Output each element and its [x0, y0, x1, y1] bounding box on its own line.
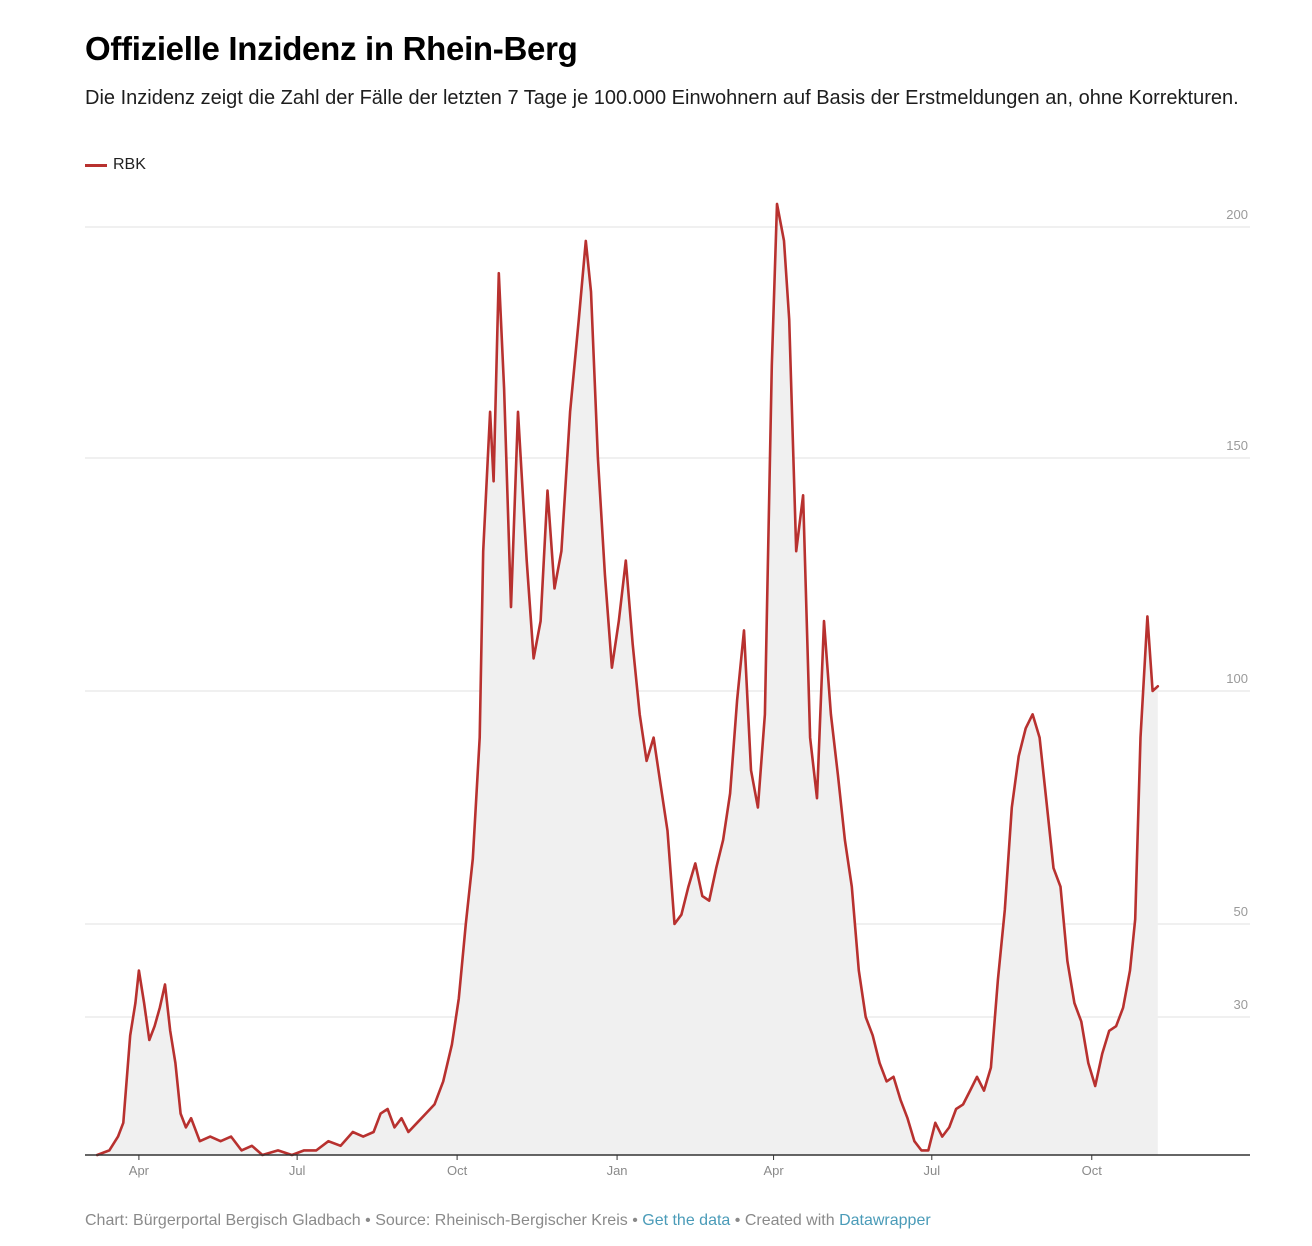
rbk-area — [97, 203, 1158, 1155]
x-tick-label: Jan — [607, 1163, 628, 1178]
get-the-data-link[interactable]: Get the data — [642, 1212, 731, 1229]
footer-source: Source: Rheinisch-Bergischer Kreis — [375, 1212, 628, 1229]
x-tick-label: Jul — [289, 1163, 306, 1178]
footer-separator: • — [360, 1212, 376, 1229]
incidence-chart: 30 50 100 150 200 Apr Jul Oct Jan Apr Jul Oct — [85, 202, 1250, 1178]
x-tick-label: Oct — [1082, 1163, 1103, 1178]
footer-chart-credit: Chart: Bürgerportal Bergisch Gladbach — [85, 1212, 361, 1229]
x-tick-label: Oct — [447, 1163, 468, 1178]
x-tick-label: Apr — [763, 1163, 784, 1178]
chart-footer: Chart: Bürgerportal Bergisch Gladbach • … — [85, 1212, 931, 1230]
chart-title: Offizielle Inzidenz in Rhein-Berg — [85, 30, 578, 67]
series-line — [95, 202, 1160, 1157]
y-tick-label: 100 — [1226, 671, 1248, 686]
x-tick-label: Apr — [129, 1163, 150, 1178]
area-fill — [97, 203, 1158, 1155]
chart-subtitle: Die Inzidenz zeigt die Zahl der Fälle de… — [85, 87, 1239, 109]
x-tick-label: Jul — [923, 1163, 940, 1178]
y-tick-label: 150 — [1226, 438, 1248, 453]
footer-created-with: Created with — [744, 1212, 840, 1229]
datawrapper-link[interactable]: Datawrapper — [839, 1212, 931, 1229]
legend-label-rbk: RBK — [113, 156, 146, 173]
rbk-series-line — [95, 202, 1160, 1157]
footer-separator: • — [627, 1212, 643, 1229]
y-tick-label: 30 — [1234, 997, 1248, 1012]
y-tick-label: 50 — [1234, 904, 1248, 919]
y-tick-label: 200 — [1226, 207, 1248, 222]
chart-legend: RBK — [85, 156, 146, 174]
axes: Apr Jul Oct Jan Apr Jul Oct — [85, 1154, 1250, 1178]
footer-separator: • — [730, 1212, 745, 1229]
legend-swatch — [85, 163, 107, 167]
